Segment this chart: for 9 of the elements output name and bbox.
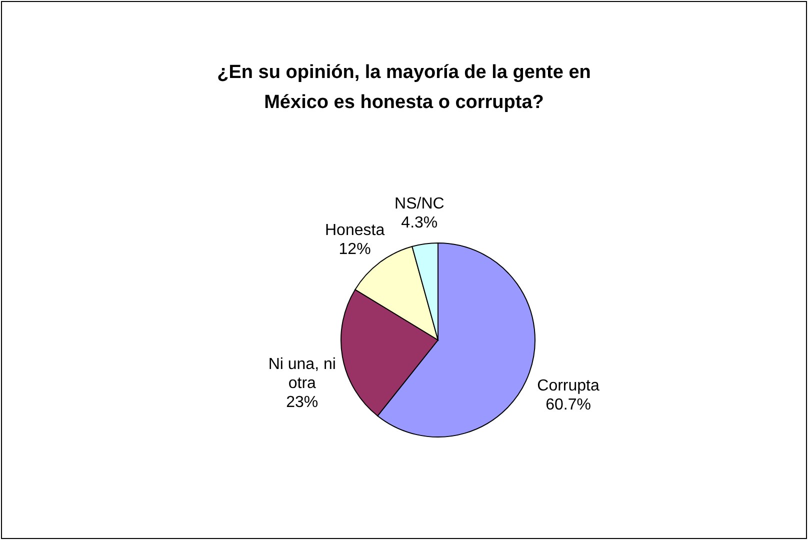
- slice-label: Ni una, ni otra: [268, 356, 336, 392]
- data-label: 4.3%: [401, 214, 438, 232]
- slice-label: NS/NC: [394, 195, 444, 212]
- data-label: 60.7%: [546, 396, 591, 414]
- chart-title: ¿En su opinión, la mayoría de la gente en México es honesta o corrupta?: [217, 62, 591, 113]
- data-label: 23%: [286, 394, 318, 412]
- data-label: 12%: [338, 240, 371, 258]
- slice-label: Honesta: [325, 222, 385, 239]
- slice-label: Corrupta: [537, 378, 600, 395]
